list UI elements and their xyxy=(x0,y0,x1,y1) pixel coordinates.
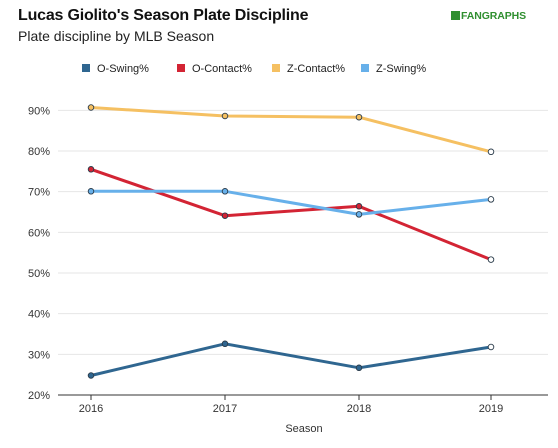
y-tick-label: 40% xyxy=(28,309,50,321)
y-tick-label: 30% xyxy=(28,349,50,361)
data-point-2-1[interactable] xyxy=(221,112,229,120)
data-point-0-1[interactable] xyxy=(221,340,229,348)
series-line-3[interactable] xyxy=(91,189,492,216)
data-point-1-0[interactable] xyxy=(87,166,95,173)
data-point-3-2[interactable] xyxy=(355,211,363,218)
logo-text: FANGRAPHS xyxy=(461,10,527,22)
x-tick-label: 2017 xyxy=(213,403,237,415)
series-lines xyxy=(90,106,492,377)
series-points xyxy=(87,104,495,379)
series-line-2[interactable] xyxy=(90,106,492,154)
x-tick-label: 2016 xyxy=(79,403,103,415)
data-point-0-0[interactable] xyxy=(87,372,95,379)
y-tick-label: 50% xyxy=(28,268,50,280)
legend-swatch-1 xyxy=(177,64,185,72)
data-point-1-3[interactable] xyxy=(487,256,495,263)
legend-label-1[interactable]: O-Contact% xyxy=(192,63,252,75)
legend-swatch-0 xyxy=(82,64,90,72)
legend-label-3[interactable]: Z-Swing% xyxy=(376,63,426,75)
data-point-2-0[interactable] xyxy=(87,104,95,111)
data-point-2-3[interactable] xyxy=(487,148,495,156)
legend-swatch-3 xyxy=(361,64,369,72)
data-point-1-1[interactable] xyxy=(221,212,229,219)
series-line-1[interactable] xyxy=(90,167,492,261)
chart-subtitle: Plate discipline by MLB Season xyxy=(18,28,215,44)
data-point-3-1[interactable] xyxy=(221,188,229,195)
x-axis-label: Season xyxy=(285,423,322,435)
chart-title: Lucas Giolito's Season Plate Discipline xyxy=(18,7,309,24)
data-point-3-3[interactable] xyxy=(487,196,495,203)
y-tick-label: 20% xyxy=(28,390,50,402)
y-tick-label: 70% xyxy=(28,187,50,199)
y-tick-label: 90% xyxy=(28,105,50,117)
data-point-3-0[interactable] xyxy=(87,188,95,195)
fangraphs-logo-icon xyxy=(451,11,460,20)
legend-label-2[interactable]: Z-Contact% xyxy=(287,63,345,75)
data-point-2-2[interactable] xyxy=(355,113,363,121)
y-axis: 20% 30% 40% 50% 60% 70% 80% 90% xyxy=(28,105,50,402)
x-tick-label: 2019 xyxy=(479,403,503,415)
legend-swatch-2 xyxy=(272,64,280,72)
data-point-0-2[interactable] xyxy=(355,364,363,372)
legend-label-0[interactable]: O-Swing% xyxy=(97,63,149,75)
fangraphs-logo[interactable]: FANGRAPHS xyxy=(451,10,526,22)
series-line-0[interactable] xyxy=(90,342,492,377)
y-tick-label: 60% xyxy=(28,227,50,239)
y-tick-label: 80% xyxy=(28,146,50,158)
data-point-0-3[interactable] xyxy=(487,343,495,351)
legend: O-Swing% O-Contact% Z-Contact% Z-Swing% xyxy=(82,63,426,75)
data-point-1-2[interactable] xyxy=(355,203,363,210)
x-tick-label: 2018 xyxy=(347,403,371,415)
x-axis: 2016 2017 2018 2019 xyxy=(58,394,548,415)
